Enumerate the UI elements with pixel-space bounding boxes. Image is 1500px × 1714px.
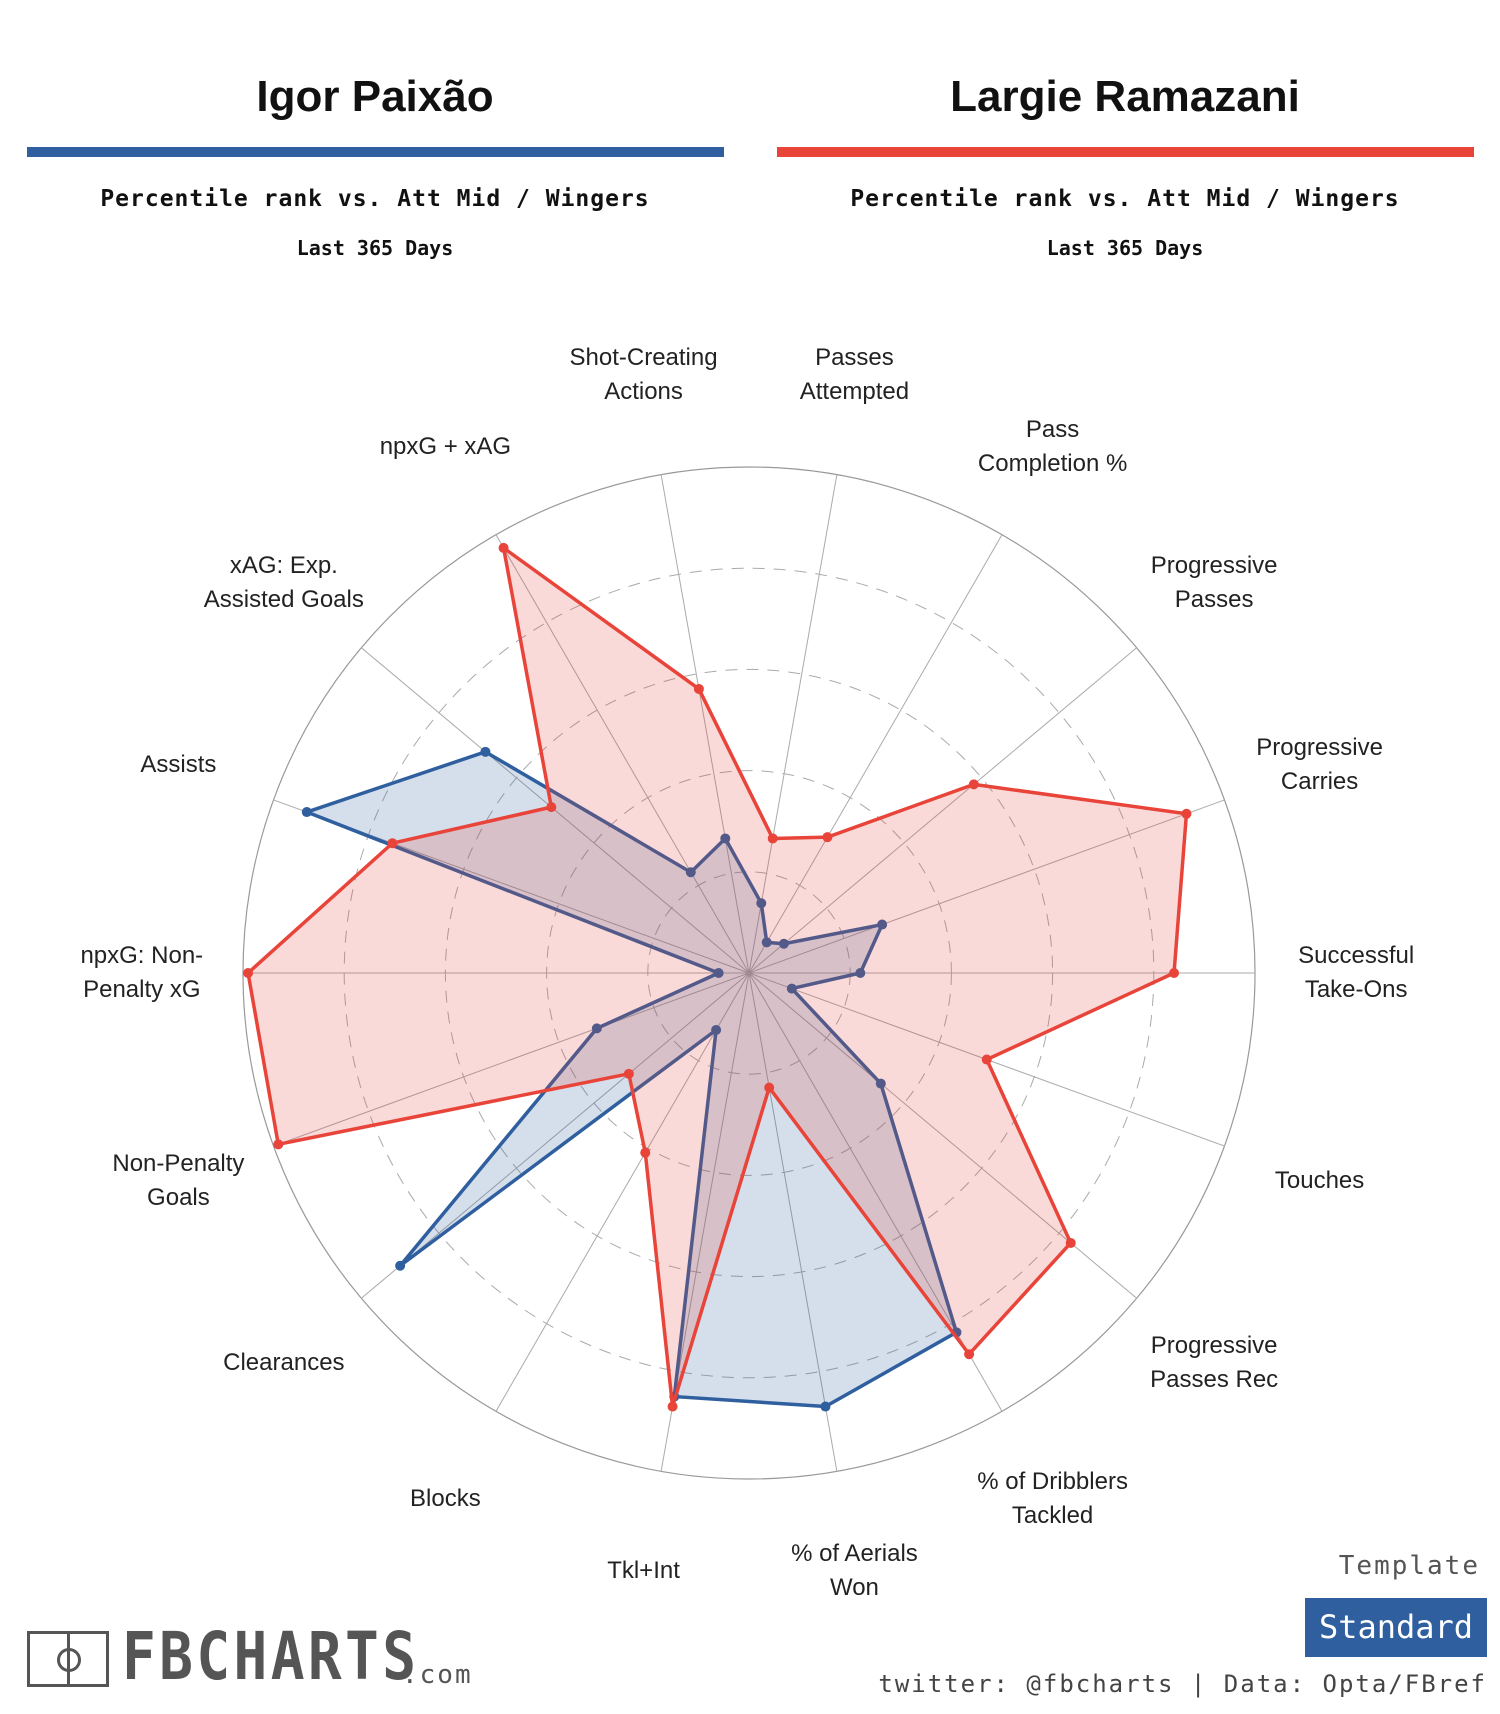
subtitle: Percentile rank vs. Att Mid / Wingers bbox=[850, 186, 1400, 212]
axis-label: Clearances bbox=[223, 1349, 345, 1377]
data-point bbox=[395, 1260, 406, 1271]
logo-text: FBCHARTS bbox=[122, 1618, 420, 1695]
data-point bbox=[875, 1078, 886, 1089]
data-point bbox=[713, 968, 724, 978]
spoke bbox=[361, 972, 750, 1299]
period: Last 365 Days bbox=[1046, 236, 1204, 260]
data-point bbox=[822, 832, 833, 843]
axis-label: Touches bbox=[1274, 1166, 1365, 1194]
template-badge: Standard bbox=[1305, 1598, 1487, 1657]
data-point bbox=[968, 779, 979, 790]
player-name: Igor Paixão bbox=[256, 72, 494, 121]
data-point bbox=[387, 838, 398, 849]
axis-label: Progressive Passes bbox=[1150, 551, 1278, 613]
spoke bbox=[273, 972, 750, 1147]
axis-label: Non-Penalty Goals bbox=[112, 1149, 245, 1211]
axis-label: % of Aerials Won bbox=[791, 1539, 918, 1601]
data-point bbox=[964, 1349, 975, 1360]
player-bar bbox=[777, 147, 1474, 157]
data-point bbox=[877, 919, 888, 930]
data-point bbox=[685, 867, 696, 878]
axis-label: npxG: Non-Penalty xG bbox=[80, 942, 204, 1003]
axis-label: % of Dribblers Tackled bbox=[977, 1467, 1128, 1529]
logo-suffix: .com bbox=[402, 1660, 473, 1690]
spoke bbox=[660, 474, 750, 974]
axis-label: Pass Completion % bbox=[977, 416, 1128, 478]
data-point bbox=[1065, 1237, 1076, 1248]
data-point bbox=[591, 1023, 602, 1034]
axis-label: xAG: Exp. Assisted Goals bbox=[203, 551, 364, 613]
spoke bbox=[748, 474, 838, 974]
axis-label: Shot-Creating Actions bbox=[569, 344, 718, 406]
credit: twitter: @fbcharts | Data: Opta/FBref bbox=[878, 1670, 1487, 1698]
data-point bbox=[546, 802, 557, 813]
axis-label: Tkl+Int bbox=[607, 1556, 680, 1584]
spoke bbox=[361, 647, 750, 974]
spoke bbox=[748, 647, 1137, 974]
axis-label: Passes Attempted bbox=[799, 344, 910, 406]
data-point bbox=[667, 1401, 678, 1412]
axis-label: Assists bbox=[140, 751, 217, 779]
data-point bbox=[981, 1054, 992, 1065]
data-point bbox=[1181, 808, 1192, 819]
data-point bbox=[855, 968, 866, 978]
data-point bbox=[623, 1068, 634, 1079]
axis-label: npxG + xAG bbox=[379, 433, 512, 461]
spoke bbox=[495, 534, 750, 974]
data-point bbox=[711, 1024, 722, 1035]
subtitle: Percentile rank vs. Att Mid / Wingers bbox=[100, 186, 650, 212]
data-point bbox=[820, 1401, 831, 1412]
data-point bbox=[693, 683, 704, 694]
data-point bbox=[720, 833, 731, 844]
spoke bbox=[748, 972, 1003, 1412]
template-label: Template bbox=[1338, 1551, 1480, 1581]
data-point bbox=[767, 833, 778, 844]
data-point bbox=[756, 898, 767, 909]
period: Last 365 Days bbox=[296, 236, 454, 260]
data-point bbox=[273, 1139, 284, 1150]
data-point bbox=[786, 983, 797, 994]
spoke bbox=[748, 972, 838, 1472]
logo-icon bbox=[27, 1631, 109, 1687]
spoke bbox=[495, 972, 750, 1412]
data-point bbox=[301, 807, 312, 818]
player-name: Largie Ramazani bbox=[950, 72, 1300, 121]
player-bar bbox=[27, 147, 724, 157]
spoke bbox=[748, 799, 1225, 974]
axis-label: Successful Take-Ons bbox=[1298, 942, 1415, 1003]
data-point bbox=[498, 542, 509, 553]
data-point bbox=[764, 1082, 775, 1093]
axis-label: Progressive Passes Rec bbox=[1150, 1332, 1279, 1394]
spoke bbox=[748, 534, 1003, 974]
data-point bbox=[243, 968, 254, 978]
data-point bbox=[640, 1147, 651, 1158]
data-point bbox=[1169, 968, 1180, 978]
data-point bbox=[480, 746, 491, 757]
data-point bbox=[778, 938, 789, 949]
axis-label: Blocks bbox=[410, 1484, 481, 1512]
axis-label: Progressive Carries bbox=[1256, 734, 1383, 796]
data-point bbox=[761, 937, 772, 948]
